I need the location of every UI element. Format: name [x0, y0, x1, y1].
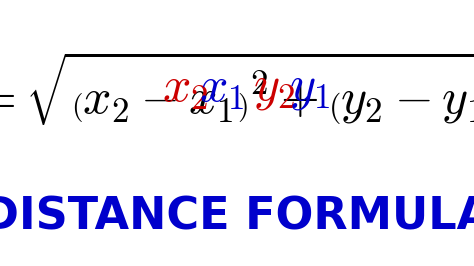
Text: $y_{2}$: $y_{2}$ [253, 64, 295, 112]
Text: $x_{1}$: $x_{1}$ [199, 64, 244, 112]
Text: DISTANCE FORMULA: DISTANCE FORMULA [0, 196, 474, 239]
Text: $y_{1}$: $y_{1}$ [289, 64, 330, 112]
Text: $d = \sqrt{\left(x_{2} - x_{1}\right)^{2} + \left(y_{2} - y_{1}\right)^{2}}$: $d = \sqrt{\left(x_{2} - x_{1}\right)^{2… [0, 49, 474, 127]
Text: $x_{2}$: $x_{2}$ [163, 64, 209, 112]
